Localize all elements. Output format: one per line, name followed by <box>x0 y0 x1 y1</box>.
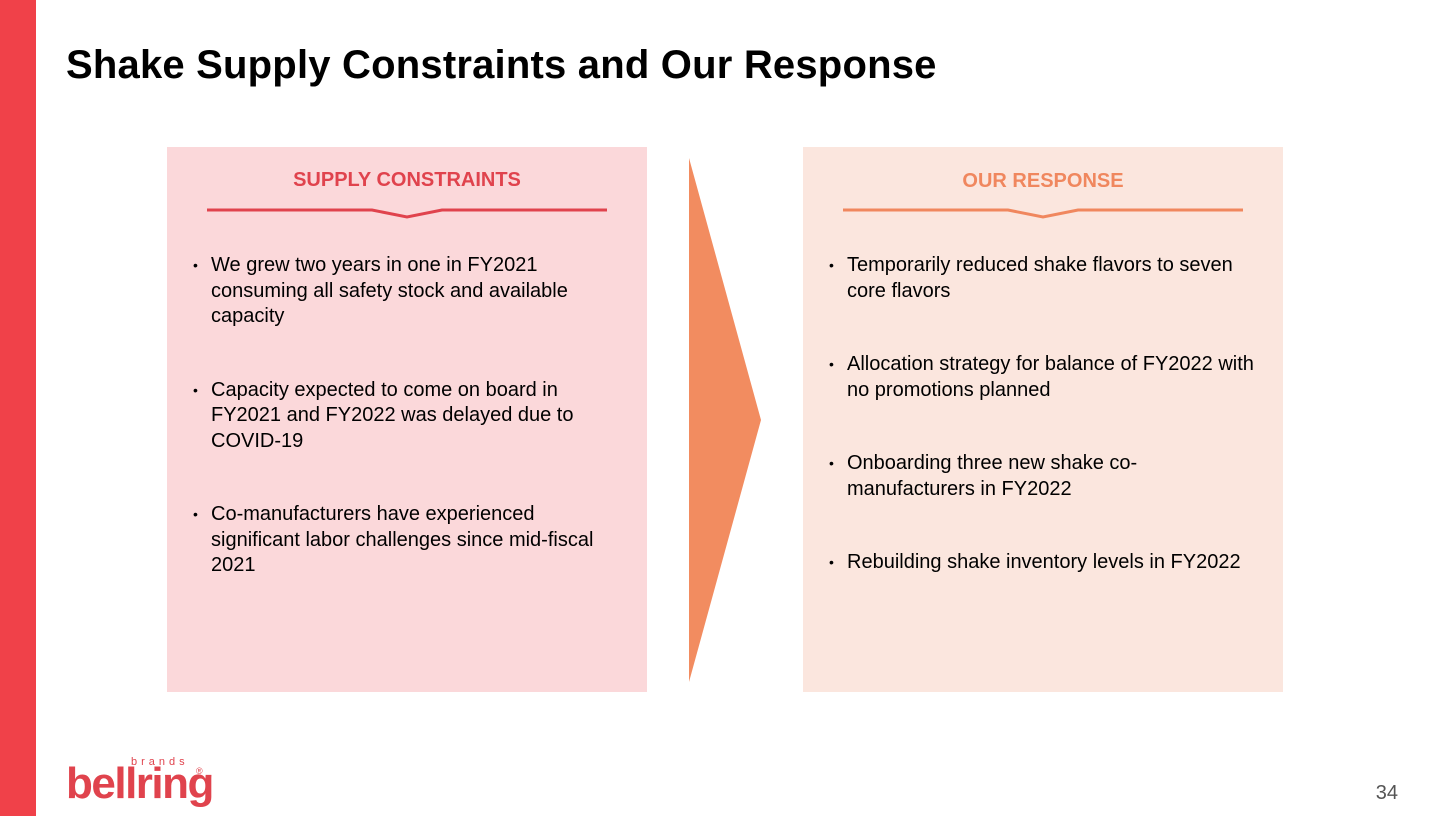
our-response-heading: OUR RESPONSE <box>962 170 1124 192</box>
list-item: • Onboarding three new shake co-manufact… <box>829 451 1263 502</box>
bullet-icon: • <box>193 506 198 522</box>
list-item: • Co-manufacturers have experienced sign… <box>193 502 627 579</box>
bullet-icon: • <box>829 554 834 570</box>
list-item: • Rebuilding shake inventory levels in F… <box>829 550 1263 576</box>
bullet-text: Rebuilding shake inventory levels in FY2… <box>847 551 1241 573</box>
logo-wordmark: bellring <box>66 759 213 808</box>
bullet-icon: • <box>193 257 198 273</box>
bullet-text: We grew two years in one in FY2021 consu… <box>211 254 568 327</box>
bullet-text: Temporarily reduced shake flavors to sev… <box>847 254 1233 302</box>
list-item: • Allocation strategy for balance of FY2… <box>829 352 1263 403</box>
page-number: 34 <box>1375 782 1398 804</box>
bullet-icon: • <box>829 356 834 372</box>
our-response-list: • Temporarily reduced shake flavors to s… <box>829 253 1263 624</box>
bullet-text: Onboarding three new shake co-manufactur… <box>847 452 1138 500</box>
supply-constraints-heading: SUPPLY CONSTRAINTS <box>293 169 521 191</box>
bullet-icon: • <box>829 257 834 273</box>
bellring-brands-logo: brands bellring ® <box>66 756 214 808</box>
left-accent-bar <box>0 0 36 816</box>
bullet-text: Allocation strategy for balance of FY202… <box>847 353 1254 401</box>
our-response-panel: OUR RESPONSE • Temporarily reduced shake… <box>803 147 1283 692</box>
chevron-right-arrow-icon <box>689 158 761 682</box>
bullet-icon: • <box>829 455 834 471</box>
supply-constraints-panel: SUPPLY CONSTRAINTS • We grew two years i… <box>167 147 647 692</box>
supply-constraints-list: • We grew two years in one in FY2021 con… <box>193 253 627 627</box>
logo-registered-mark: ® <box>196 766 203 776</box>
list-item: • Temporarily reduced shake flavors to s… <box>829 253 1263 304</box>
heading-divider-icon <box>207 208 607 219</box>
bullet-icon: • <box>193 381 198 398</box>
list-item: • Capacity expected to come on board in … <box>193 378 627 455</box>
list-item: • We grew two years in one in FY2021 con… <box>193 253 627 330</box>
slide-title: Shake Supply Constraints and Our Respons… <box>66 43 937 87</box>
bullet-text: Co-manufacturers have experienced signif… <box>211 503 594 576</box>
heading-divider-icon <box>843 208 1243 219</box>
logo-tagline: brands <box>131 756 189 768</box>
bullet-text: Capacity expected to come on board in FY… <box>211 378 574 452</box>
